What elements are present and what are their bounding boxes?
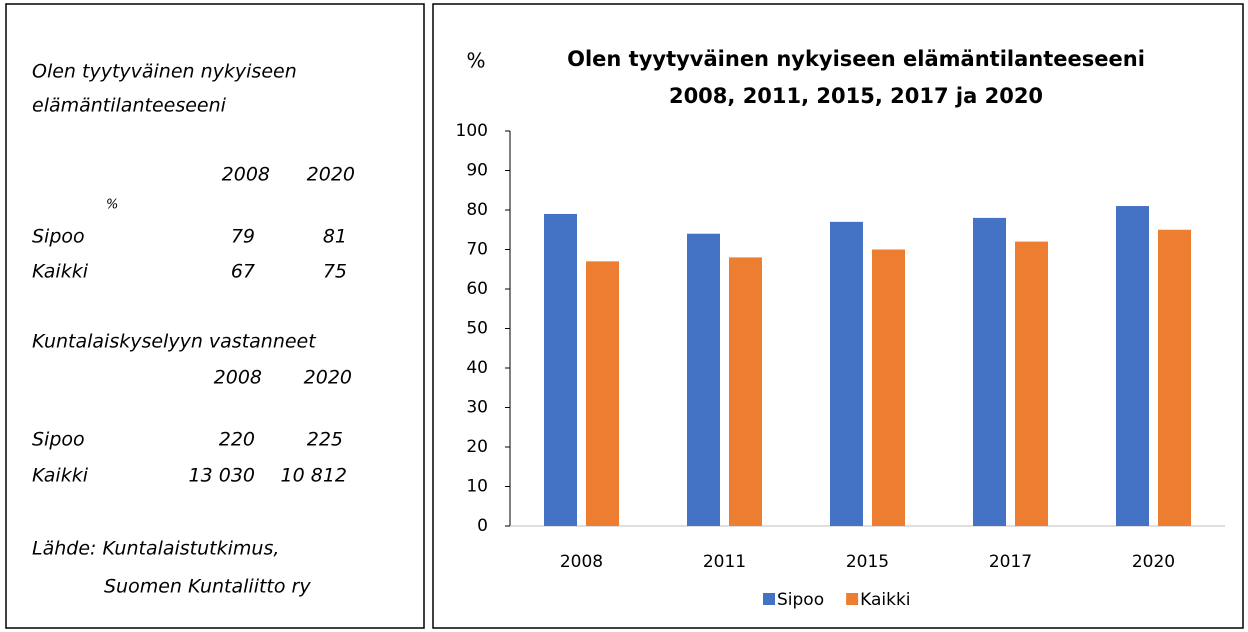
column-header: 2008 — [222, 164, 270, 186]
bar — [544, 213, 577, 526]
cell: 67 — [231, 261, 255, 283]
unit: % — [106, 198, 118, 213]
x-tick-label: 2017 — [989, 552, 1032, 572]
bar — [586, 261, 619, 526]
row-label: Sipoo — [32, 226, 85, 248]
column-header: 2008 — [214, 367, 262, 389]
y-tick-label: 50 — [466, 319, 488, 339]
chart-title: Olen tyytyväinen nykyiseen elämäntilante… — [567, 47, 1145, 71]
y-tick-label: 0 — [477, 516, 488, 536]
bar — [687, 233, 720, 526]
y-tick-label: 100 — [456, 121, 488, 141]
bar — [872, 249, 905, 526]
x-tick-label: 2008 — [560, 552, 603, 572]
column-header: 2020 — [307, 164, 355, 186]
bar — [1116, 206, 1149, 527]
y-tick-label: 10 — [466, 477, 488, 497]
cell: 220 — [219, 429, 255, 451]
y-tick-label: 80 — [466, 200, 488, 220]
bar — [830, 221, 863, 526]
legend-label: Kaikki — [860, 590, 910, 610]
y-axis-label: % — [466, 49, 485, 73]
row-label: Sipoo — [32, 429, 85, 451]
y-tick-label: 60 — [466, 279, 488, 299]
legend-swatch — [846, 593, 859, 605]
panel-title: Olen tyytyväinen nykyiseen — [32, 61, 297, 83]
y-tick-label: 90 — [466, 161, 488, 181]
x-tick-label: 2020 — [1132, 552, 1175, 572]
source: Suomen Kuntaliitto ry — [104, 576, 311, 598]
bar — [1015, 241, 1048, 526]
column-header: 2020 — [304, 367, 352, 389]
source: Lähde: Kuntalaistutkimus, — [32, 538, 279, 560]
cell: 79 — [231, 226, 255, 248]
y-tick-label: 70 — [466, 240, 488, 260]
chart-title: 2008, 2011, 2015, 2017 ja 2020 — [669, 84, 1043, 108]
y-tick-label: 30 — [466, 398, 488, 418]
x-tick-label: 2015 — [846, 552, 889, 572]
row-label: Kaikki — [32, 261, 89, 283]
side-panel-frame — [5, 3, 425, 629]
cell: 75 — [323, 261, 347, 283]
legend-label: Sipoo — [777, 590, 824, 610]
cell: 225 — [307, 429, 343, 451]
panel-title: elämäntilanteeseeni — [32, 95, 227, 117]
bar — [729, 257, 762, 526]
x-tick-label: 2011 — [703, 552, 746, 572]
cell: 10 812 — [281, 465, 347, 487]
legend-swatch — [763, 593, 775, 605]
cell: 13 030 — [189, 465, 255, 487]
y-tick-label: 40 — [466, 358, 488, 378]
bar — [973, 217, 1006, 526]
cell: 81 — [323, 226, 347, 248]
table-title: Kuntalaiskyselyyn vastanneet — [32, 331, 317, 353]
y-tick-label: 20 — [466, 437, 488, 457]
row-label: Kaikki — [32, 465, 89, 487]
bar — [1158, 229, 1191, 526]
